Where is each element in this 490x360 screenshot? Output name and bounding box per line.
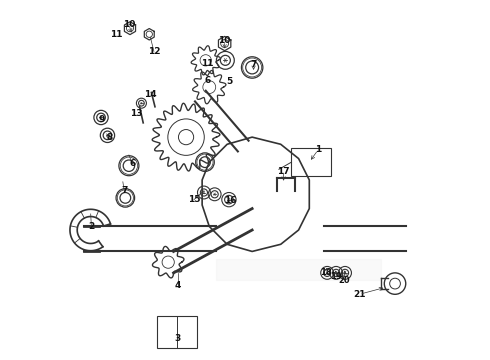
Text: 4: 4 xyxy=(174,281,181,290)
Text: 9: 9 xyxy=(98,115,104,124)
Text: 14: 14 xyxy=(145,90,157,99)
Text: 21: 21 xyxy=(353,290,366,299)
Text: 10: 10 xyxy=(219,36,231,45)
Text: 13: 13 xyxy=(130,109,143,118)
Text: 19: 19 xyxy=(330,272,341,281)
Text: 7: 7 xyxy=(250,60,257,69)
Text: 6: 6 xyxy=(129,159,136,168)
Text: 7: 7 xyxy=(121,186,127,195)
Text: 15: 15 xyxy=(188,195,200,204)
Text: 11: 11 xyxy=(201,59,214,68)
Text: 2: 2 xyxy=(88,222,95,231)
Text: 3: 3 xyxy=(175,334,181,343)
Text: 16: 16 xyxy=(224,195,236,204)
Text: 18: 18 xyxy=(320,268,332,277)
Text: 12: 12 xyxy=(147,47,160,56)
Text: 11: 11 xyxy=(110,30,122,39)
Text: 20: 20 xyxy=(339,275,350,284)
Text: 1: 1 xyxy=(315,145,321,154)
Text: 10: 10 xyxy=(122,20,135,29)
Bar xyxy=(292,148,331,176)
Text: 17: 17 xyxy=(277,167,290,176)
Text: 8: 8 xyxy=(106,132,112,141)
Text: 5: 5 xyxy=(226,77,232,86)
Bar xyxy=(157,316,197,348)
Text: 6: 6 xyxy=(204,76,211,85)
